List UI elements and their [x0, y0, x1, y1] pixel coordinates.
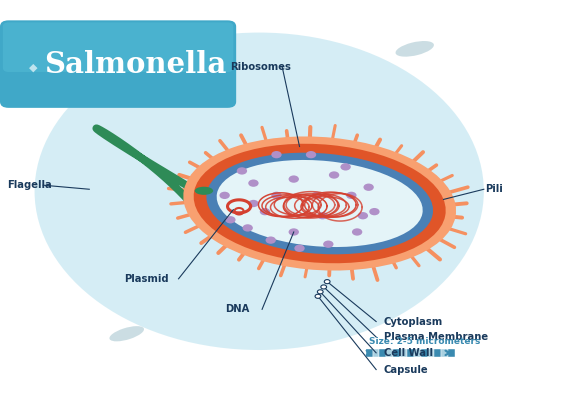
- Ellipse shape: [35, 33, 484, 350]
- Bar: [420, 349, 427, 357]
- Circle shape: [242, 224, 253, 232]
- FancyBboxPatch shape: [0, 20, 236, 108]
- Circle shape: [340, 163, 351, 171]
- Text: Plasmid: Plasmid: [124, 274, 168, 284]
- Text: ◆: ◆: [29, 63, 37, 73]
- Circle shape: [289, 175, 299, 183]
- Circle shape: [294, 245, 305, 252]
- Text: Ribosomes: Ribosomes: [230, 62, 291, 72]
- Bar: [414, 349, 420, 357]
- Ellipse shape: [206, 153, 433, 254]
- Circle shape: [306, 151, 316, 158]
- Bar: [400, 349, 407, 357]
- Circle shape: [271, 192, 282, 199]
- Bar: [386, 349, 393, 357]
- Circle shape: [312, 192, 322, 199]
- Circle shape: [248, 179, 259, 187]
- Bar: [380, 349, 386, 357]
- Circle shape: [317, 290, 323, 294]
- Bar: [427, 349, 434, 357]
- Bar: [441, 349, 448, 357]
- Circle shape: [358, 212, 368, 219]
- Circle shape: [248, 200, 259, 207]
- Circle shape: [329, 171, 339, 179]
- Circle shape: [352, 228, 362, 236]
- Circle shape: [323, 241, 334, 248]
- Ellipse shape: [195, 187, 213, 195]
- Circle shape: [346, 192, 357, 199]
- Ellipse shape: [217, 160, 423, 247]
- Ellipse shape: [109, 326, 144, 341]
- Circle shape: [369, 208, 380, 215]
- Circle shape: [321, 285, 327, 289]
- Text: Salmonella: Salmonella: [44, 50, 226, 79]
- Text: Flagella: Flagella: [7, 180, 52, 190]
- Circle shape: [317, 212, 328, 219]
- Ellipse shape: [183, 136, 456, 271]
- FancyBboxPatch shape: [3, 22, 233, 72]
- Text: Pili: Pili: [486, 184, 503, 194]
- Circle shape: [271, 151, 282, 158]
- Text: Cytoplasm: Cytoplasm: [384, 317, 443, 326]
- Text: Plasma Membrane: Plasma Membrane: [384, 332, 488, 342]
- Circle shape: [260, 208, 270, 215]
- Text: Capsule: Capsule: [384, 365, 428, 374]
- Bar: [448, 349, 455, 357]
- Ellipse shape: [396, 41, 434, 57]
- Bar: [434, 349, 441, 357]
- Circle shape: [315, 294, 321, 298]
- Circle shape: [237, 167, 247, 175]
- Circle shape: [324, 280, 330, 284]
- Bar: [407, 349, 414, 357]
- Ellipse shape: [194, 144, 446, 263]
- Circle shape: [289, 228, 299, 236]
- Circle shape: [219, 192, 230, 199]
- Bar: [373, 349, 380, 357]
- Polygon shape: [204, 26, 228, 43]
- Circle shape: [363, 184, 374, 191]
- Bar: [393, 349, 400, 357]
- Text: Cell Wall: Cell Wall: [384, 348, 433, 358]
- Bar: [366, 349, 373, 357]
- Text: Size: 2-5 micrometers: Size: 2-5 micrometers: [369, 337, 480, 346]
- Circle shape: [266, 236, 276, 244]
- Text: DNA: DNA: [225, 304, 249, 314]
- Ellipse shape: [71, 83, 113, 96]
- Circle shape: [225, 216, 236, 223]
